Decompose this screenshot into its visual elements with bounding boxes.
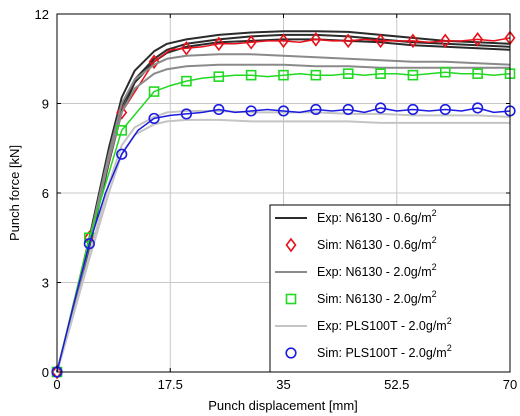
series-2-point — [180, 40, 192, 56]
series-4-point — [342, 68, 354, 79]
legend-label: Sim: N6130 - 0.6g/m2 — [317, 235, 437, 252]
series-6-point — [245, 105, 257, 117]
series-2-point — [439, 33, 451, 49]
series-4-point — [310, 69, 322, 81]
legend-label: Exp: PLS100T - 2.0g/m2 — [317, 316, 452, 333]
legend-label: Sim: N6130 - 2.0g/m2 — [317, 289, 437, 306]
legend-marker — [285, 293, 297, 305]
series-2-point — [310, 32, 322, 47]
series-2-point — [375, 33, 387, 49]
x-tick-label: 52.5 — [384, 377, 409, 392]
series-2-point — [116, 105, 128, 120]
series-6-point — [83, 238, 95, 250]
y-axis-label: Punch force [kN] — [7, 145, 22, 241]
series-2-point — [407, 33, 419, 49]
series-4-point — [148, 86, 160, 97]
series-4-point — [181, 75, 192, 87]
series-4-point — [278, 69, 289, 81]
x-tick-label: 70 — [503, 377, 517, 392]
series-6-point — [148, 112, 160, 125]
series-2 — [51, 30, 516, 380]
series-4-point — [245, 69, 257, 81]
series-6-point — [277, 105, 290, 117]
series-6-point — [472, 102, 484, 114]
series-6-point — [374, 102, 387, 114]
y-tick-label: 12 — [35, 7, 49, 22]
y-tick-label: 9 — [42, 97, 49, 112]
y-tick-label: 0 — [42, 365, 49, 380]
x-tick-label: 35 — [276, 377, 290, 392]
legend-label: Sim: PLS100T - 2.0g/m2 — [317, 343, 452, 360]
series-2-point — [51, 364, 63, 380]
series-6-point — [116, 148, 128, 160]
series-4-point — [439, 66, 451, 78]
series-6 — [51, 102, 516, 378]
y-tick-label: 6 — [42, 186, 49, 201]
y-tick-label: 3 — [42, 276, 49, 291]
axis-ticks: 0 17.5 35 52.5 70 0 3 6 9 12 — [35, 7, 518, 392]
series-2-point — [148, 54, 160, 70]
series-6-line — [56, 107, 511, 373]
x-tick-label: 17.5 — [158, 377, 183, 392]
legend-label: Exp: N6130 - 2.0g/m2 — [317, 262, 437, 279]
series-3-curve-2 — [56, 63, 510, 373]
series-4-point — [213, 71, 225, 82]
series-3 — [56, 53, 511, 373]
legend-marker — [285, 347, 297, 359]
series-6-point — [180, 108, 193, 120]
series-4-point — [375, 68, 386, 79]
series-1-curve-2 — [56, 30, 511, 373]
series-2-point — [342, 33, 354, 49]
series-6-point — [310, 103, 322, 116]
legend-marker — [285, 237, 297, 253]
series-6-point — [213, 103, 225, 116]
series-2-point — [278, 33, 289, 49]
x-axis-label: Punch displacement [mm] — [208, 398, 358, 413]
x-tick-label: 0 — [53, 377, 60, 392]
legend: Exp: N6130 - 0.6g/m2 Sim: N6130 - 0.6g/m2… — [269, 204, 511, 373]
series-4-line — [56, 71, 511, 373]
series-2-point — [245, 35, 257, 50]
series-4-point — [407, 69, 419, 81]
legend-label: Exp: N6130 - 0.6g/m2 — [317, 208, 437, 225]
series-6-point — [407, 103, 419, 116]
series-layer — [51, 30, 516, 380]
series-2-point — [213, 36, 225, 52]
series-2-point — [472, 32, 484, 47]
series-2-line — [56, 37, 511, 373]
series-5-curve-2 — [56, 118, 510, 373]
series-4-point — [116, 125, 128, 136]
series-3-curve-1 — [56, 53, 511, 373]
series-6-point — [342, 103, 354, 116]
legend-box — [269, 204, 511, 373]
series-6-point — [439, 103, 451, 116]
series-4-point — [472, 68, 483, 79]
